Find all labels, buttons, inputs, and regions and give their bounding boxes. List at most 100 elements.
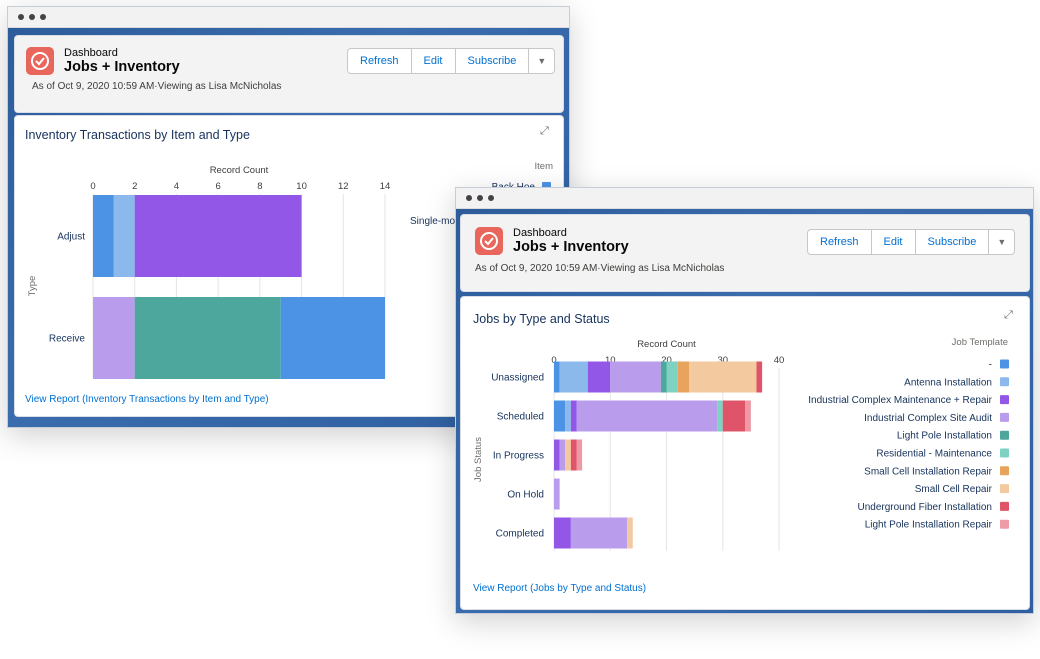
- legend-swatch: [1000, 448, 1009, 458]
- chevron-down-icon[interactable]: ▼: [537, 56, 547, 66]
- chart-inventory: Record Count 0 2 4 6 8 10 12 14 Type Adjust Receive…: [27, 161, 553, 379]
- legend-swatch: [1000, 395, 1009, 405]
- x-tick-label: 40: [774, 355, 785, 366]
- bar-segment: [627, 517, 633, 549]
- subscribe-button[interactable]: Subscribe: [916, 230, 990, 254]
- legend-swatch: [1000, 484, 1009, 494]
- bar-segment: [570, 400, 577, 432]
- dashboard-title: Jobs + Inventory: [64, 59, 180, 75]
- category-label: Scheduled: [497, 412, 544, 423]
- legend-label: Single-mo: [410, 216, 455, 227]
- bar-segment: [745, 400, 751, 432]
- bar-segment: [689, 361, 757, 393]
- dashboard-type-label: Dashboard: [64, 47, 118, 59]
- x-axis-label: Record Count: [637, 339, 696, 350]
- category-label: In Progress: [493, 451, 544, 462]
- dashboard-window-front: Dashboard Jobs + Inventory As of Oct 9, …: [455, 187, 1034, 614]
- edit-button[interactable]: Edit: [872, 230, 916, 254]
- dashboard-logo-icon: [475, 227, 503, 255]
- window-titlebar: [8, 7, 569, 28]
- card-title: Jobs by Type and Status: [473, 312, 610, 326]
- x-tick-label: 12: [338, 181, 349, 192]
- bar-segment: [570, 517, 628, 549]
- refresh-button[interactable]: Refresh: [808, 230, 872, 254]
- bar-segment: [565, 439, 571, 471]
- bar-segment: [134, 297, 281, 379]
- category-label: Unassigned: [491, 373, 544, 384]
- category-label: Receive: [49, 334, 86, 345]
- refresh-button[interactable]: Refresh: [348, 49, 412, 73]
- bar-segment: [666, 361, 678, 393]
- legend-swatch: [1000, 359, 1009, 369]
- bar-segment: [717, 400, 723, 432]
- x-axis-label: Record Count: [210, 165, 269, 176]
- dashboard-title: Jobs + Inventory: [513, 239, 629, 255]
- expand-icon[interactable]: ⤢: [540, 125, 549, 137]
- bar-segment: [93, 195, 114, 277]
- view-report-link[interactable]: View Report (Inventory Transactions by I…: [25, 394, 269, 405]
- window-titlebar: [456, 188, 1033, 209]
- y-axis-label: Type: [27, 276, 38, 297]
- bar-segment: [93, 297, 135, 379]
- bar-segment: [610, 361, 661, 393]
- legend-label: Small Cell Repair: [915, 484, 993, 495]
- bar-segment: [722, 400, 746, 432]
- legend-label: Light Pole Installation: [897, 431, 992, 442]
- expand-icon[interactable]: ⤢: [1004, 309, 1013, 321]
- legend-label: -: [989, 360, 992, 371]
- legend-label: Light Pole Installation Repair: [865, 520, 993, 531]
- window-controls[interactable]: [18, 14, 46, 20]
- legend-swatch: [1000, 501, 1009, 511]
- bar-segment: [554, 361, 560, 393]
- legend-swatch: [1000, 519, 1009, 529]
- legend-label: Industrial Complex Site Audit: [864, 413, 992, 424]
- x-tick-label: 0: [90, 181, 95, 192]
- category-label: Completed: [496, 529, 544, 540]
- bar-segment: [280, 297, 385, 379]
- x-tick-label: 10: [296, 181, 307, 192]
- x-tick-label: 10: [605, 355, 616, 366]
- view-report-link[interactable]: View Report (Jobs by Type and Status): [473, 583, 647, 594]
- x-tick-label: 20: [661, 355, 672, 366]
- bar-segment: [565, 400, 571, 432]
- bar-segment: [576, 400, 718, 432]
- dashboard-logo-icon: [26, 47, 54, 75]
- bar-segment: [134, 195, 302, 277]
- legend-swatch: [1000, 412, 1009, 422]
- dashboard-type-label: Dashboard: [513, 227, 567, 239]
- bar-segment: [660, 361, 667, 393]
- bar-segment: [554, 517, 571, 549]
- bar-segment: [554, 439, 560, 471]
- category-label: Adjust: [57, 232, 85, 243]
- chevron-down-icon[interactable]: ▼: [997, 237, 1007, 247]
- legend-label: Industrial Complex Maintenance + Repair: [808, 395, 992, 406]
- edit-button[interactable]: Edit: [412, 49, 456, 73]
- dashboard-subtitle: As of Oct 9, 2020 10:59 AM·Viewing as Li…: [32, 81, 282, 92]
- legend-swatch: [1000, 377, 1009, 387]
- x-tick-label: 30: [717, 355, 728, 366]
- x-tick-label: 8: [257, 181, 262, 192]
- legend-swatch: [1000, 430, 1009, 440]
- x-tick-label: 0: [551, 355, 556, 366]
- bar-segment: [559, 361, 588, 393]
- x-tick-label: 14: [380, 181, 391, 192]
- dashboard-header: Dashboard Jobs + Inventory As of Oct 9, …: [14, 35, 564, 113]
- x-tick-label: 4: [174, 181, 179, 192]
- window-controls[interactable]: [466, 195, 494, 201]
- legend-label: Residential - Maintenance: [876, 449, 992, 460]
- legend-label: Antenna Installation: [904, 377, 992, 388]
- dashboard-header: Dashboard Jobs + Inventory As of Oct 9, …: [460, 214, 1030, 292]
- bar-segment: [113, 195, 135, 277]
- subscribe-button[interactable]: Subscribe: [456, 49, 530, 73]
- bar-segment: [570, 439, 577, 471]
- dashboard-window-back: Dashboard Jobs + Inventory As of Oct 9, …: [7, 6, 570, 428]
- dashboard-subtitle: As of Oct 9, 2020 10:59 AM·Viewing as Li…: [475, 263, 725, 274]
- chart-jobs: Record Count 0 10 20 30 40 Job Status Unassigne…: [473, 337, 1009, 551]
- bar-segment: [576, 439, 583, 471]
- card-title: Inventory Transactions by Item and Type: [25, 128, 250, 142]
- bar-segment: [554, 400, 566, 432]
- legend-swatch: [1000, 466, 1009, 476]
- y-axis-label: Job Status: [473, 437, 484, 482]
- legend-title: Job Template: [952, 337, 1008, 348]
- bar-segment: [554, 478, 560, 510]
